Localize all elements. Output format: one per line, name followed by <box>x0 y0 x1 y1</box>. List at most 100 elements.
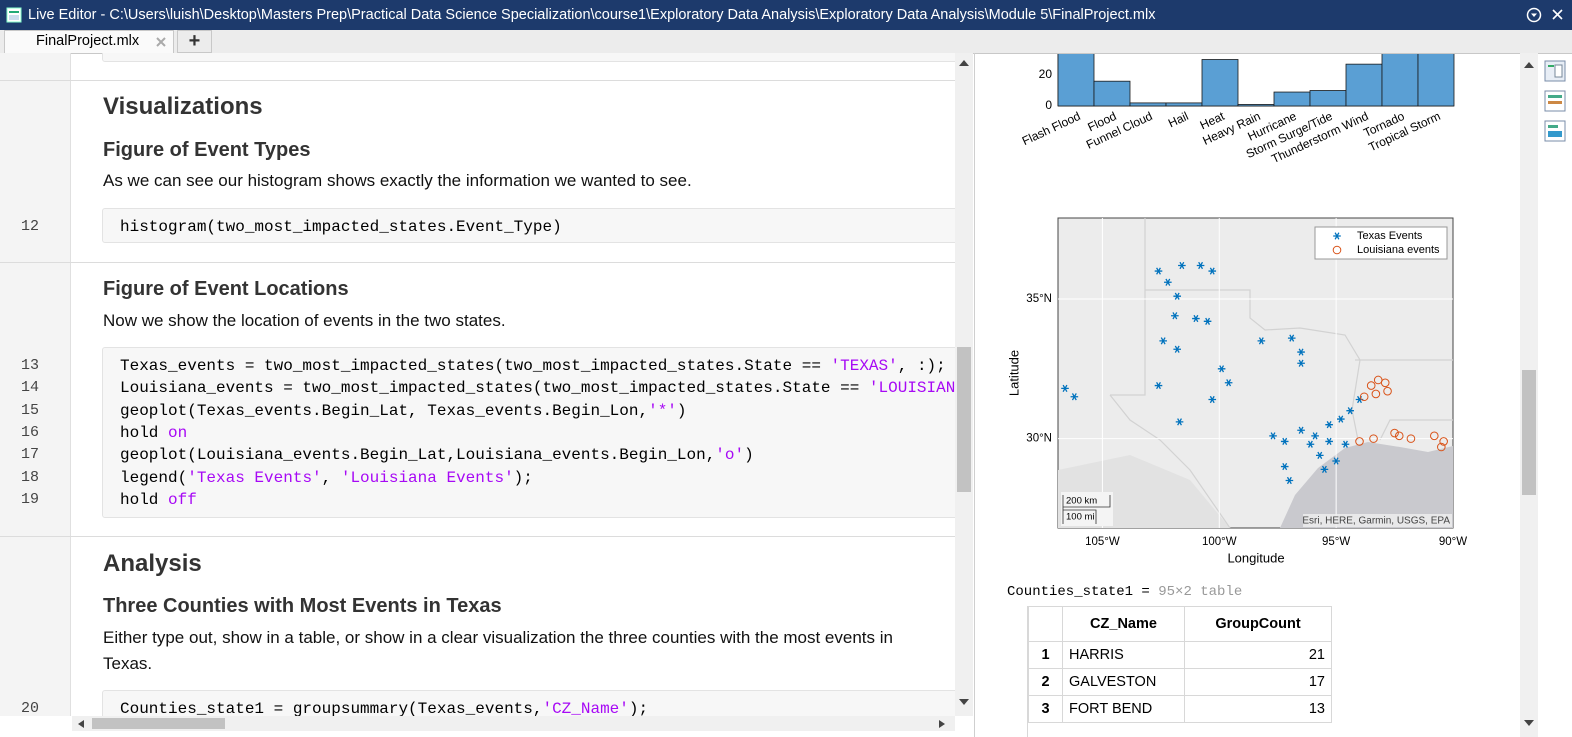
scale-mi: 100 mi <box>1066 512 1095 523</box>
marker <box>1159 337 1167 345</box>
marker <box>1371 389 1381 399</box>
scroll-thumb[interactable] <box>1522 370 1536 495</box>
new-tab-button[interactable]: + <box>177 30 212 53</box>
mexico-land <box>1058 455 1230 528</box>
scroll-up[interactable] <box>1523 61 1535 69</box>
marker <box>1178 261 1186 270</box>
x-tick-label: 100°W <box>1202 536 1237 548</box>
marker <box>1333 232 1341 240</box>
scroll-up[interactable] <box>958 59 970 67</box>
bar <box>1345 63 1383 107</box>
code-line: 17 geoplot(Louisiana_events.Begin_Lat,Lou… <box>21 444 955 466</box>
marker <box>1164 278 1172 286</box>
marker <box>1437 442 1446 452</box>
x-tick-label: Hurricane <box>1246 109 1299 144</box>
code-block <box>102 53 955 62</box>
gulf <box>1280 442 1453 528</box>
marker <box>1311 432 1319 440</box>
marker <box>1383 386 1392 396</box>
legend: Texas Events Louisiana events <box>1314 226 1448 260</box>
table-cell: 2 <box>1028 668 1063 696</box>
output-inline-button[interactable] <box>1544 60 1566 82</box>
scroll-left[interactable] <box>77 719 85 729</box>
code-block: 13 Texas_events = two_most_impacted_state… <box>21 347 955 518</box>
bar <box>1417 54 1455 107</box>
marker <box>1325 421 1333 429</box>
code-line: 20 Counties_state1 = groupsummary(Texas_e… <box>21 698 955 716</box>
marker <box>1325 437 1333 446</box>
table-cell: 3 <box>1028 695 1063 723</box>
table-row: 3 FORT BEND 13 <box>1028 695 1332 723</box>
scroll-down[interactable] <box>1523 719 1535 727</box>
x-axis-label: Longitude <box>1227 550 1284 565</box>
marker <box>1171 312 1179 320</box>
code-token: Louisiana_events = two_most_impacted_sta… <box>120 379 869 398</box>
variable-size: 95×2 table <box>1158 584 1243 600</box>
x-tick-label: 95°W <box>1322 536 1350 548</box>
marker <box>1332 457 1340 465</box>
tab-label: FinalProject.mlx <box>36 33 140 49</box>
text-only-button[interactable] <box>1544 120 1566 142</box>
bar <box>1309 90 1347 107</box>
separator <box>0 262 955 263</box>
marker <box>1192 314 1200 323</box>
x-tick-label: Heat <box>1198 109 1227 133</box>
marker <box>1359 392 1369 402</box>
code-token: 'LOUISIAN <box>868 379 955 398</box>
h-scrollbar[interactable] <box>72 716 955 731</box>
title-bar: Live Editor - C:\Users\luish\Desktop\Mas… <box>0 0 1572 30</box>
marker <box>1380 378 1390 388</box>
output-scrollbar[interactable] <box>1520 53 1538 737</box>
table-container: CZ_Name GroupCount 1 HARRIS 21 2 GALVESTON 17 3… <box>1027 606 1343 737</box>
line-number: 17 <box>21 446 40 464</box>
code-token: , <box>321 468 341 487</box>
output-right-button[interactable] <box>1544 90 1566 112</box>
marker <box>1297 348 1305 356</box>
tab-bar: FinalProject.mlx + <box>0 30 1572 54</box>
separator <box>0 80 955 81</box>
heading: Visualizations <box>103 93 263 120</box>
marker <box>1280 462 1289 471</box>
marker <box>1430 431 1439 441</box>
marker <box>1154 267 1163 275</box>
scroll-thumb[interactable] <box>92 718 225 729</box>
legend-box <box>1314 226 1448 260</box>
x-tick-label: 90°W <box>1439 536 1467 548</box>
code-token: Texas_events = two_most_impacted_states(… <box>120 356 831 375</box>
code-token: 'o' <box>715 446 745 465</box>
code-token: ); <box>628 699 649 716</box>
bar <box>1201 59 1239 107</box>
tab-close[interactable] <box>155 36 167 48</box>
code-token: Counties_state1 = groupsummary(Texas_eve… <box>120 699 543 716</box>
x-tick-label: 105°W <box>1085 536 1120 548</box>
table-header <box>1028 606 1063 642</box>
scale-bar <box>1061 492 1113 526</box>
marker <box>1332 245 1342 255</box>
code-token: ); <box>513 468 533 487</box>
subheading: Three Counties with Most Events in Texas <box>103 595 502 617</box>
map-background <box>1057 217 1454 529</box>
y-tick-label: 0 <box>1045 98 1052 112</box>
bar <box>1381 54 1419 107</box>
table-cell: 21 <box>1184 641 1332 669</box>
marker <box>1208 267 1217 275</box>
code-token: 'CZ_Name' <box>542 699 629 716</box>
line-number: 13 <box>21 356 40 374</box>
marker <box>1355 437 1364 446</box>
table-header: CZ_Name <box>1062 606 1185 642</box>
line-number: 19 <box>21 491 40 509</box>
marker <box>1346 407 1354 415</box>
table-cell: 13 <box>1184 695 1332 723</box>
scroll-thumb[interactable] <box>957 347 971 492</box>
scrollbar[interactable] <box>955 53 973 716</box>
y-tick-label: 35°N <box>1026 293 1052 305</box>
scroll-right[interactable] <box>938 719 946 729</box>
tab[interactable]: FinalProject.mlx <box>4 30 174 53</box>
editor: Visualizations Figure of Event Types As … <box>0 53 955 716</box>
window-controls[interactable] <box>1526 7 1566 23</box>
marker <box>1173 292 1181 300</box>
code-token: hold <box>120 491 169 510</box>
scroll-down[interactable] <box>958 698 970 706</box>
y-tick-label: 20 <box>1039 67 1053 81</box>
